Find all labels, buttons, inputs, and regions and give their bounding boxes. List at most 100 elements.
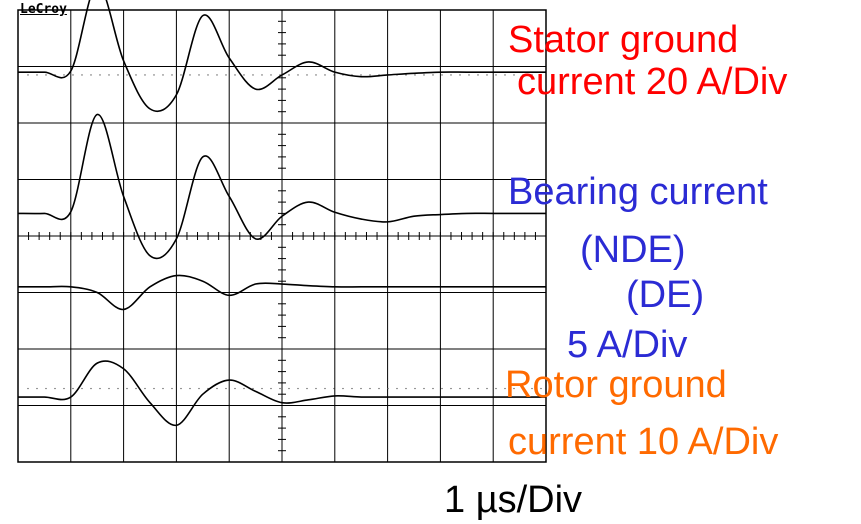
- reference-dot: [405, 74, 407, 76]
- trace-bearing-current-de: [17, 274, 546, 311]
- reference-dot: [243, 74, 245, 76]
- reference-dot: [441, 387, 443, 390]
- time-scale-label: 1 µs/Div: [444, 479, 583, 521]
- reference-dot: [126, 387, 128, 390]
- reference-dot: [540, 74, 542, 76]
- reference-dot: [225, 74, 227, 76]
- stator-label-line1: Stator ground: [508, 19, 739, 61]
- reference-dot: [81, 387, 83, 390]
- reference-dot: [288, 387, 290, 390]
- reference-dot: [504, 74, 506, 76]
- reference-dot: [468, 74, 470, 76]
- reference-dot: [477, 387, 479, 390]
- reference-dot: [180, 74, 182, 76]
- reference-dot: [63, 387, 65, 390]
- reference-dot: [252, 387, 254, 390]
- reference-dot: [450, 74, 452, 76]
- reference-dot: [315, 387, 317, 390]
- reference-dot: [477, 74, 479, 76]
- reference-dot: [117, 74, 119, 76]
- reference-dot: [306, 387, 308, 390]
- reference-dot: [522, 387, 524, 390]
- reference-dot: [486, 74, 488, 76]
- bearing-label-de: (DE): [626, 274, 705, 316]
- reference-dot: [342, 387, 344, 390]
- reference-dot: [513, 74, 515, 76]
- reference-dot: [189, 74, 191, 76]
- reference-dot: [387, 387, 389, 390]
- reference-dot: [531, 74, 533, 76]
- reference-dot: [540, 387, 542, 390]
- reference-dot: [504, 387, 506, 390]
- reference-dot: [243, 387, 245, 390]
- reference-dot: [108, 74, 110, 76]
- reference-dot: [153, 387, 155, 390]
- reference-dot: [135, 387, 137, 390]
- trace-stator-ground-current: [17, 0, 546, 113]
- reference-dot: [378, 387, 380, 390]
- bearing-label-line1: Bearing current: [508, 171, 768, 213]
- reference-dot: [171, 74, 173, 76]
- reference-dot: [468, 387, 470, 390]
- reference-dot: [144, 74, 146, 76]
- reference-dot: [54, 387, 56, 390]
- trace-bearing-current-nde: [17, 113, 546, 260]
- reference-dot: [495, 387, 497, 390]
- reference-dot: [369, 387, 371, 390]
- reference-dot: [135, 74, 137, 76]
- reference-dot: [270, 387, 272, 390]
- reference-dot: [99, 74, 101, 76]
- reference-dot: [522, 74, 524, 76]
- reference-dot: [459, 387, 461, 390]
- rotor-label-line1: Rotor ground: [505, 364, 727, 406]
- reference-dot: [81, 74, 83, 76]
- reference-dot: [297, 387, 299, 390]
- reference-dot: [198, 387, 200, 390]
- reference-dot: [270, 74, 272, 76]
- reference-dot: [27, 74, 29, 76]
- reference-dot: [234, 74, 236, 76]
- reference-dot: [414, 387, 416, 390]
- reference-dot: [351, 387, 353, 390]
- reference-dot: [405, 387, 407, 390]
- reference-dot: [90, 74, 92, 76]
- reference-dot: [216, 387, 218, 390]
- reference-dot: [171, 387, 173, 390]
- reference-dot: [162, 387, 164, 390]
- reference-dot: [45, 387, 47, 390]
- reference-dot: [90, 387, 92, 390]
- reference-dot: [216, 74, 218, 76]
- reference-dot: [72, 387, 74, 390]
- reference-dot: [108, 387, 110, 390]
- reference-dot: [261, 387, 263, 390]
- reference-dot: [360, 387, 362, 390]
- reference-dot: [288, 74, 290, 76]
- reference-dot: [297, 74, 299, 76]
- reference-dot: [324, 74, 326, 76]
- reference-dot: [513, 387, 515, 390]
- reference-dot: [486, 387, 488, 390]
- reference-dot: [369, 74, 371, 76]
- reference-dot: [252, 74, 254, 76]
- reference-dot: [531, 387, 533, 390]
- rotor-label-line2: current 10 A/Div: [508, 421, 779, 463]
- reference-dot: [441, 74, 443, 76]
- reference-dot: [315, 74, 317, 76]
- reference-dot: [234, 387, 236, 390]
- reference-dot: [36, 74, 38, 76]
- reference-dot: [162, 74, 164, 76]
- reference-dot: [279, 387, 281, 390]
- reference-dot: [153, 74, 155, 76]
- reference-dot: [72, 74, 74, 76]
- reference-dot: [414, 74, 416, 76]
- bearing-label-scale: 5 A/Div: [567, 324, 688, 366]
- waveform-traces: [17, 0, 546, 427]
- reference-dot: [459, 74, 461, 76]
- reference-dot: [225, 387, 227, 390]
- reference-dot: [144, 387, 146, 390]
- reference-dot: [261, 74, 263, 76]
- reference-dot: [495, 74, 497, 76]
- reference-dot: [99, 387, 101, 390]
- reference-dot: [180, 387, 182, 390]
